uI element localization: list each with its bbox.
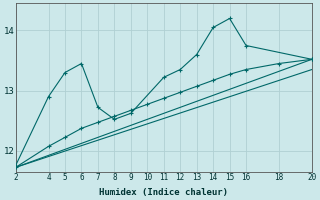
X-axis label: Humidex (Indice chaleur): Humidex (Indice chaleur) xyxy=(99,188,228,197)
